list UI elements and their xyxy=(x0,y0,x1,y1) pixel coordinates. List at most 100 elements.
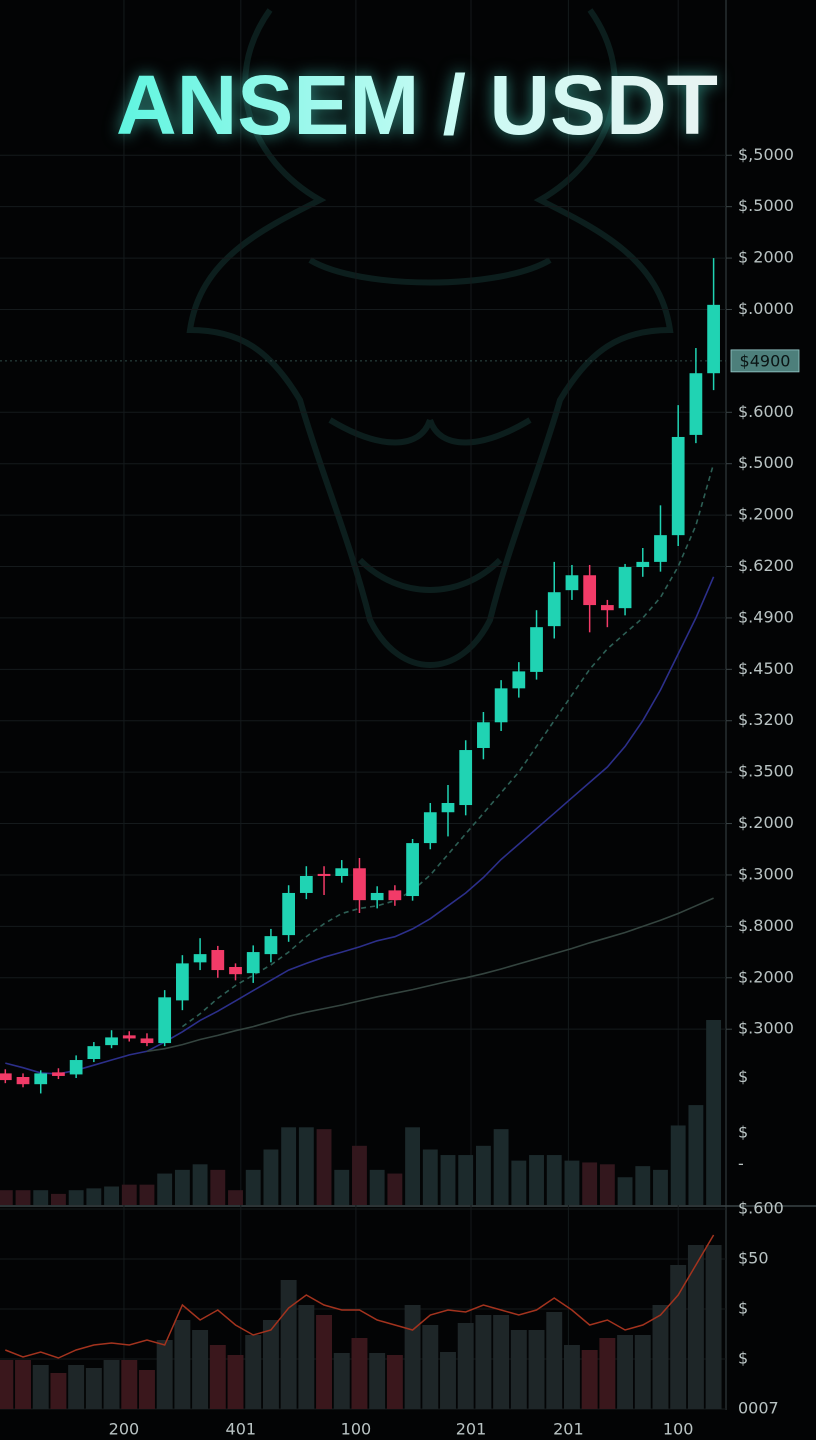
x-tick-label: 201 xyxy=(456,1420,487,1439)
candle-body xyxy=(512,671,526,689)
volume-bar xyxy=(228,1190,243,1205)
candle-body xyxy=(654,535,667,562)
volume-bar xyxy=(564,1160,580,1205)
candle-body xyxy=(370,892,384,901)
candle-body xyxy=(494,688,508,723)
oscillator-bar xyxy=(139,1370,155,1409)
oscillator-bar xyxy=(0,1360,14,1409)
candle-body xyxy=(477,722,490,748)
oscillator-bar xyxy=(599,1338,616,1409)
oscillator-tick-label: $ xyxy=(738,1349,748,1368)
oscillator-bar xyxy=(546,1312,563,1409)
volume-tick-label: $ xyxy=(738,1122,748,1141)
y-tick-label: $.5000 xyxy=(738,453,794,472)
candle-body xyxy=(636,561,650,568)
oscillator-bar xyxy=(50,1373,67,1409)
volume-bar xyxy=(139,1184,155,1205)
candle-body xyxy=(618,567,632,609)
volume-bar xyxy=(635,1166,651,1205)
oscillator-bar xyxy=(687,1245,704,1409)
y-tick-label: $.2000 xyxy=(738,505,794,524)
oscillator-bar xyxy=(262,1320,279,1409)
volume-bar xyxy=(599,1164,615,1205)
volume-bar xyxy=(440,1155,456,1205)
oscillator-bar xyxy=(422,1325,439,1409)
candle-body xyxy=(317,873,331,876)
y-tick-label: $.3200 xyxy=(738,710,794,729)
oscillator-bar xyxy=(192,1330,209,1409)
y-tick-label: $.6000 xyxy=(738,402,794,421)
volume-tick-label: $ xyxy=(738,1067,748,1086)
oscillator-bar xyxy=(209,1345,226,1409)
oscillator-bar xyxy=(528,1330,545,1409)
volume-bar xyxy=(281,1127,297,1205)
candle-body xyxy=(105,1037,118,1046)
oscillator-bar xyxy=(15,1360,31,1409)
candle-body xyxy=(229,966,242,975)
candle-body xyxy=(299,875,313,893)
candle-body xyxy=(600,605,614,611)
candle-body xyxy=(530,627,543,672)
candle-body xyxy=(211,950,225,971)
volume-bar xyxy=(334,1169,350,1205)
volume-bar xyxy=(493,1129,509,1205)
candle-body xyxy=(0,1073,12,1081)
y-tick-label: $.3000 xyxy=(738,1019,794,1038)
candle-body xyxy=(423,812,437,844)
oscillator-bar xyxy=(457,1323,474,1409)
x-tick-label: 200 xyxy=(109,1420,140,1439)
candle-body xyxy=(16,1076,30,1085)
oscillator-bar xyxy=(85,1368,102,1409)
x-tick-label: 100 xyxy=(341,1420,372,1439)
candle-body xyxy=(140,1038,154,1044)
y-tick-label: $.3500 xyxy=(738,762,794,781)
oscillator-bar xyxy=(333,1353,350,1409)
oscillator-tick-label: $ xyxy=(738,1299,748,1318)
volume-bar xyxy=(245,1169,261,1205)
oscillator-bar xyxy=(227,1355,244,1409)
oscillator-tick-label: $50 xyxy=(738,1249,769,1268)
moving-average xyxy=(146,897,714,1053)
oscillator-bar xyxy=(670,1265,687,1409)
volume-bar xyxy=(192,1164,208,1205)
oscillator-bar xyxy=(32,1365,49,1409)
volume-bar xyxy=(511,1160,527,1205)
volume-bar xyxy=(475,1145,491,1205)
candle-body xyxy=(158,997,172,1044)
oscillator-bar xyxy=(316,1315,333,1409)
last-price-box xyxy=(730,349,800,373)
oscillator-bar xyxy=(493,1315,510,1409)
oscillator-bar xyxy=(404,1305,421,1409)
candle-body xyxy=(122,1035,136,1039)
candle-body xyxy=(406,843,419,897)
oscillator-bar xyxy=(581,1350,598,1409)
oscillator-bar xyxy=(563,1345,580,1409)
candle-body xyxy=(264,936,278,955)
oscillator-bar xyxy=(510,1330,527,1409)
volume-bar xyxy=(210,1169,226,1205)
oscillator-line xyxy=(5,1234,715,1359)
volume-bar xyxy=(582,1162,598,1205)
candle-body xyxy=(353,868,366,901)
oscillator-bar xyxy=(634,1335,651,1409)
candle-body xyxy=(52,1072,65,1076)
oscillator-bar xyxy=(369,1353,386,1409)
volume-bar xyxy=(617,1177,633,1205)
volume-bar xyxy=(157,1173,173,1205)
oscillator-bar xyxy=(245,1335,262,1409)
volume-bar xyxy=(670,1125,686,1205)
candle-body xyxy=(176,963,189,1001)
y-tick-label: $.0000 xyxy=(738,299,794,318)
volume-bar xyxy=(298,1127,314,1205)
y-tick-label: $,5000 xyxy=(738,145,794,164)
candle-body xyxy=(193,954,207,963)
x-tick-label: 100 xyxy=(663,1420,694,1439)
oscillator-bar xyxy=(68,1365,85,1409)
oscillator-bar xyxy=(705,1245,722,1409)
volume-bar xyxy=(104,1186,119,1205)
y-tick-label: $.2000 xyxy=(738,813,794,832)
candle-body xyxy=(69,1060,83,1075)
last-price-label: $4900 xyxy=(740,351,791,370)
volume-bar xyxy=(0,1190,13,1205)
volume-bar xyxy=(458,1155,474,1205)
